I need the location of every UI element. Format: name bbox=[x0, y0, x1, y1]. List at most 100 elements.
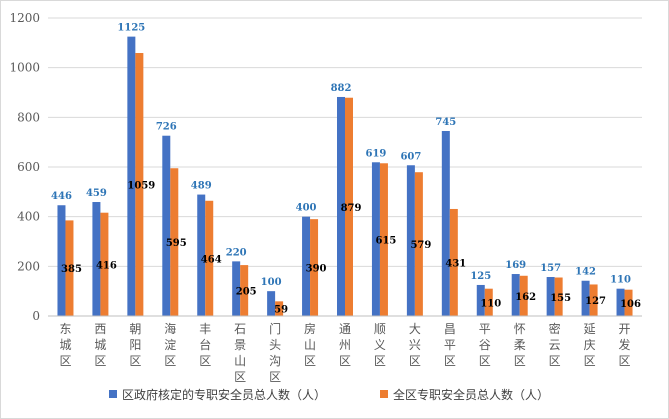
category-label-char: 区 bbox=[164, 354, 176, 368]
bar-series-1 bbox=[92, 202, 101, 316]
bar-series-1 bbox=[267, 291, 276, 316]
bar-series-2 bbox=[170, 168, 179, 316]
category-label-char: 兴 bbox=[409, 338, 421, 352]
category-label-char: 区 bbox=[59, 354, 71, 368]
category-label-char: 城 bbox=[59, 338, 71, 352]
y-tick-label: 200 bbox=[17, 259, 40, 273]
data-label-series-2: 155 bbox=[550, 293, 571, 304]
data-label-series-2: 162 bbox=[515, 292, 536, 303]
data-label-series-2: 1059 bbox=[127, 181, 155, 192]
bar-series-2 bbox=[589, 284, 598, 316]
category-label-char: 朝 bbox=[129, 322, 141, 336]
data-label-series-1: 169 bbox=[505, 260, 526, 271]
data-label-series-2: 390 bbox=[306, 264, 327, 275]
category-label-char: 区 bbox=[444, 354, 456, 368]
category-label-char: 区 bbox=[304, 354, 316, 368]
category-label-char: 区 bbox=[479, 354, 491, 368]
y-tick-label: 600 bbox=[17, 160, 40, 174]
bar-series-2 bbox=[554, 277, 563, 316]
data-label-series-1: 446 bbox=[51, 191, 72, 202]
category-label-char: 云 bbox=[549, 338, 561, 352]
data-label-series-2: 464 bbox=[201, 254, 222, 265]
bar-series-1 bbox=[232, 261, 241, 316]
category-label-char: 柔 bbox=[514, 338, 526, 352]
category-label-char: 城 bbox=[94, 338, 106, 352]
bar-series-2 bbox=[449, 208, 458, 316]
bar-series-1 bbox=[127, 36, 136, 316]
data-label-series-2: 110 bbox=[480, 298, 501, 309]
category-label-char: 怀 bbox=[514, 322, 526, 336]
data-label-series-1: 110 bbox=[610, 275, 631, 286]
category-label-char: 顺 bbox=[374, 322, 386, 336]
bar-series-1 bbox=[302, 216, 311, 316]
category-label-char: 区 bbox=[584, 354, 596, 368]
legend-label-series-1: 区政府核定的专职安全员总人数（人） bbox=[122, 387, 326, 402]
data-label-series-2: 615 bbox=[376, 236, 397, 247]
category-label-char: 山 bbox=[304, 338, 316, 352]
bar-series-1 bbox=[337, 96, 345, 316]
category-label-char: 东 bbox=[59, 322, 71, 336]
data-label-series-2: 127 bbox=[585, 296, 606, 307]
y-tick-label: 800 bbox=[17, 110, 40, 124]
category-label-char: 开 bbox=[619, 322, 631, 336]
data-label-series-2: 879 bbox=[341, 203, 362, 214]
bar-series-1 bbox=[162, 135, 171, 316]
bar-series-1 bbox=[406, 165, 415, 316]
y-tick-label: 1200 bbox=[9, 11, 40, 25]
bar-series-1 bbox=[616, 288, 625, 316]
category-label-char: 区 bbox=[619, 354, 631, 368]
category-label-char: 区 bbox=[199, 354, 211, 368]
data-label-series-1: 726 bbox=[156, 122, 177, 133]
category-label-char: 义 bbox=[374, 338, 386, 352]
category-label-char: 延 bbox=[584, 322, 596, 336]
data-label-series-1: 619 bbox=[366, 148, 387, 159]
data-label-series-1: 489 bbox=[191, 181, 212, 192]
bar-series-2 bbox=[310, 219, 319, 316]
data-label-series-1: 157 bbox=[540, 263, 561, 274]
category-label-char: 石 bbox=[234, 322, 246, 336]
category-label-char: 平 bbox=[444, 338, 456, 352]
category-label-char: 庆 bbox=[584, 338, 596, 352]
data-label-series-1: 100 bbox=[261, 277, 282, 288]
data-label-series-1: 745 bbox=[435, 117, 456, 128]
bar-series-1 bbox=[476, 284, 485, 316]
bar-series-1 bbox=[546, 277, 555, 316]
data-label-series-2: 59 bbox=[274, 305, 288, 316]
bar-series-1 bbox=[197, 194, 206, 316]
bar-series-2 bbox=[65, 220, 74, 316]
legend-label-series-2: 全区专职安全员总人数（人） bbox=[393, 387, 549, 402]
y-tick-label: 1000 bbox=[9, 61, 40, 75]
data-label-series-1: 607 bbox=[400, 151, 421, 162]
data-label-series-2: 431 bbox=[445, 258, 466, 269]
y-tick-label: 0 bbox=[32, 309, 40, 323]
category-label-char: 通 bbox=[339, 322, 351, 336]
category-label-char: 区 bbox=[374, 354, 386, 368]
category-label-char: 区 bbox=[94, 354, 106, 368]
category-label-char: 沟 bbox=[269, 354, 281, 368]
bar-series-1 bbox=[441, 130, 450, 316]
bar-series-1 bbox=[371, 162, 380, 316]
category-label-char: 密 bbox=[549, 321, 561, 336]
data-label-series-2: 106 bbox=[620, 299, 641, 310]
bar-series-2 bbox=[484, 288, 493, 316]
legend-swatch-series-1 bbox=[109, 390, 117, 398]
category-label-char: 丰 bbox=[199, 322, 211, 336]
category-label-char: 大 bbox=[409, 322, 421, 336]
bar-series-1 bbox=[511, 274, 520, 316]
category-label-char: 山 bbox=[234, 354, 246, 368]
category-label-char: 谷 bbox=[479, 338, 491, 352]
category-label-char: 西 bbox=[94, 322, 106, 336]
legend-swatch-series-2 bbox=[380, 390, 388, 398]
bar-series-2 bbox=[379, 163, 388, 316]
bar-series-1 bbox=[581, 280, 590, 316]
bar-series-2 bbox=[624, 289, 633, 316]
category-label-char: 平 bbox=[479, 322, 491, 336]
bar-series-2 bbox=[205, 200, 214, 316]
bar-series-2 bbox=[135, 53, 144, 316]
bar-series-2 bbox=[414, 172, 423, 316]
data-label-series-2: 416 bbox=[96, 260, 117, 271]
data-label-series-2: 385 bbox=[61, 264, 82, 275]
category-label-char: 台 bbox=[199, 337, 211, 352]
category-label-char: 区 bbox=[514, 354, 526, 368]
